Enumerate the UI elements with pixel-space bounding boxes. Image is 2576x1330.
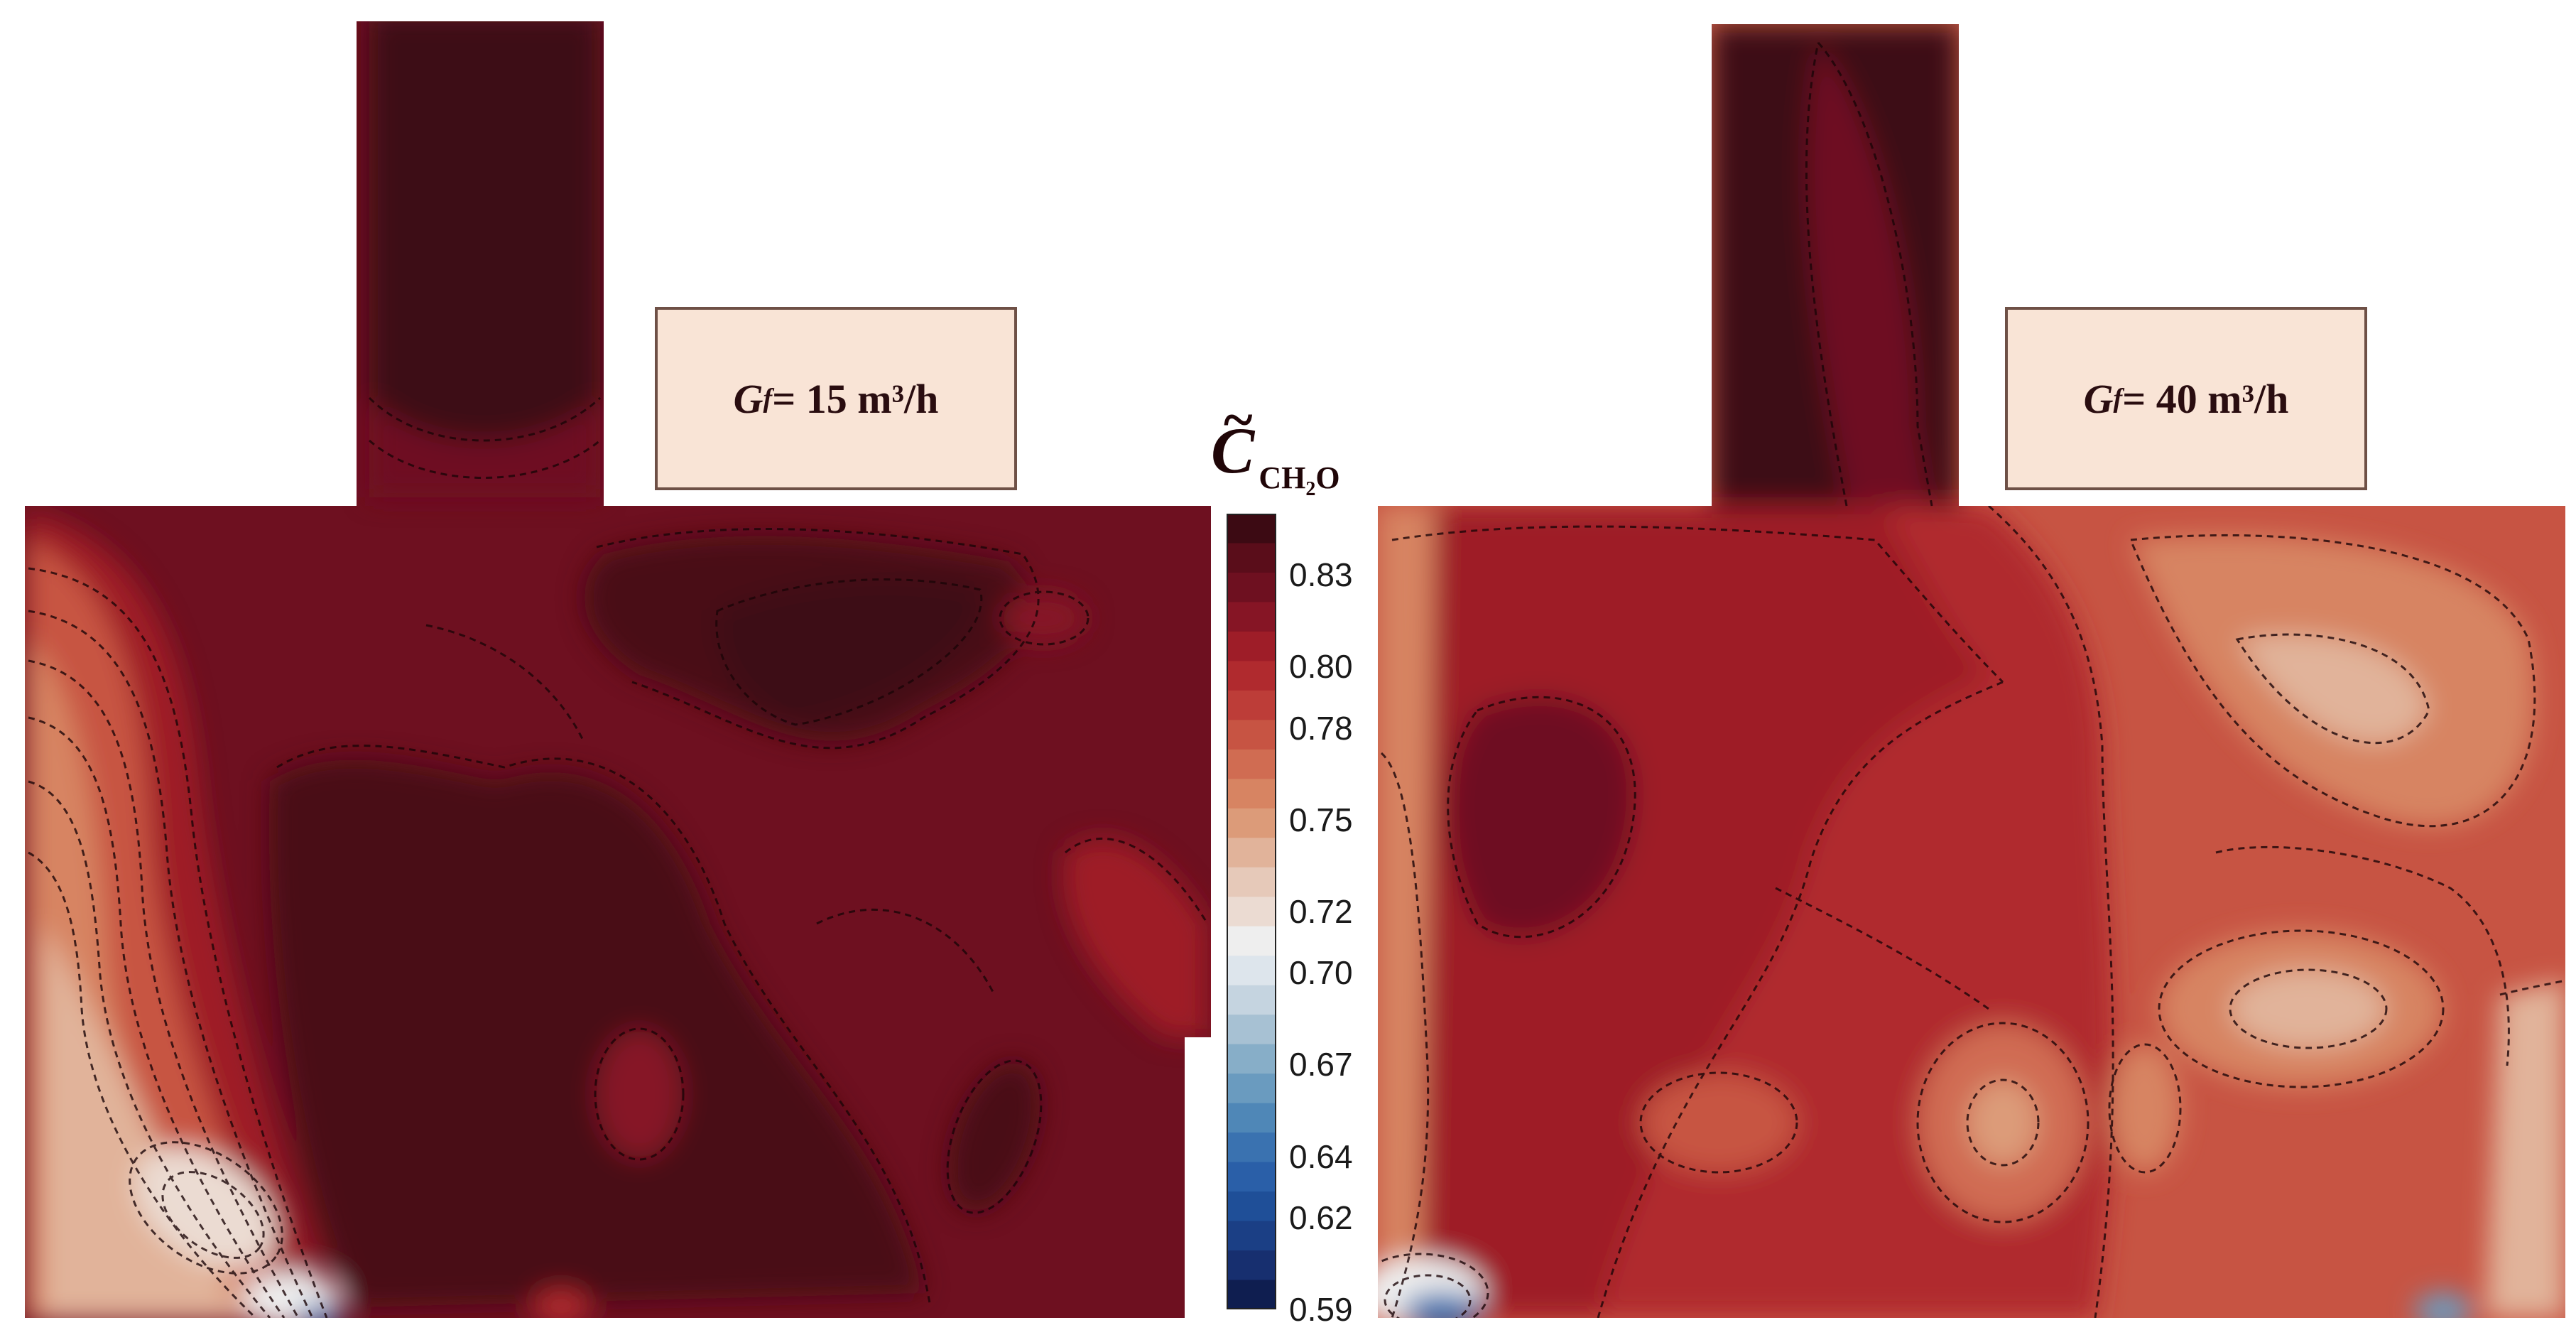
colorbar-swatch — [1227, 1015, 1276, 1045]
colorbar-swatch — [1227, 1103, 1276, 1133]
colorbar-tick-label: 0.83 — [1289, 556, 1353, 594]
colorbar-tick-label: 0.78 — [1289, 709, 1353, 747]
colorbar — [1227, 514, 1276, 1309]
flow-subscript: f — [763, 384, 773, 413]
colorbar-swatch — [1227, 1132, 1276, 1163]
colorbar-swatch — [1227, 1162, 1276, 1192]
colorbar-title-sub-index: 2 — [1305, 478, 1316, 500]
colorbar-swatch — [1227, 749, 1276, 779]
colorbar-tick-label: 0.64 — [1289, 1137, 1353, 1175]
flow-value: = 15 m³/h — [772, 375, 939, 422]
colorbar-title-sub-tail: O — [1315, 460, 1340, 495]
colorbar-swatch — [1227, 926, 1276, 956]
colorbar-swatch — [1227, 956, 1276, 986]
colorbar-swatch — [1227, 543, 1276, 573]
colorbar-swatch — [1227, 661, 1276, 691]
colorbar-swatch — [1227, 720, 1276, 750]
colorbar-swatch — [1227, 602, 1276, 632]
colorbar-swatch — [1227, 867, 1276, 897]
flow-symbol: G — [2083, 375, 2114, 422]
colorbar-swatch — [1227, 1280, 1276, 1309]
colorbar-frame — [1227, 514, 1276, 1309]
colorbar-swatch — [1227, 1074, 1276, 1104]
flow-symbol: G — [733, 375, 763, 422]
colorbar-swatch — [1227, 779, 1276, 809]
colorbar-tick-label: 0.72 — [1289, 893, 1353, 930]
colorbar-swatch — [1227, 897, 1276, 927]
colorbar-swatch — [1227, 572, 1276, 603]
colorbar-swatch — [1227, 1221, 1276, 1251]
panel-left-field — [25, 21, 1211, 1318]
colorbar-tick-label: 0.59 — [1289, 1291, 1353, 1328]
colorbar-swatch — [1227, 838, 1276, 868]
colorbar-title-symbol: C — [1211, 414, 1255, 487]
colorbar-tick-label: 0.80 — [1289, 648, 1353, 686]
flow-value: = 40 m³/h — [2122, 375, 2289, 422]
colorbar-tick-label: 0.70 — [1289, 954, 1353, 992]
colorbar-swatch — [1227, 514, 1276, 544]
colorbar-swatch — [1227, 985, 1276, 1015]
colorbar-tick-label: 0.75 — [1289, 801, 1353, 838]
flow-subscript: f — [2113, 384, 2123, 413]
colorbar-swatch — [1227, 1250, 1276, 1281]
colorbar-swatch — [1227, 1044, 1276, 1074]
colorbar-swatch — [1227, 631, 1276, 662]
panel-right-field — [1378, 24, 2565, 1318]
colorbar-title-accent: ~ — [1224, 389, 1253, 450]
colorbar-swatch — [1227, 808, 1276, 838]
colorbar-title-sub-main: CH — [1259, 460, 1306, 495]
colorbar-tick-label: 0.62 — [1289, 1199, 1353, 1236]
colorbar-tick-label: 0.67 — [1289, 1046, 1353, 1083]
colorbar-swatch — [1227, 690, 1276, 720]
colorbar-title: ~ C CH2O — [1211, 392, 1340, 500]
colorbar-swatch — [1227, 1191, 1276, 1222]
